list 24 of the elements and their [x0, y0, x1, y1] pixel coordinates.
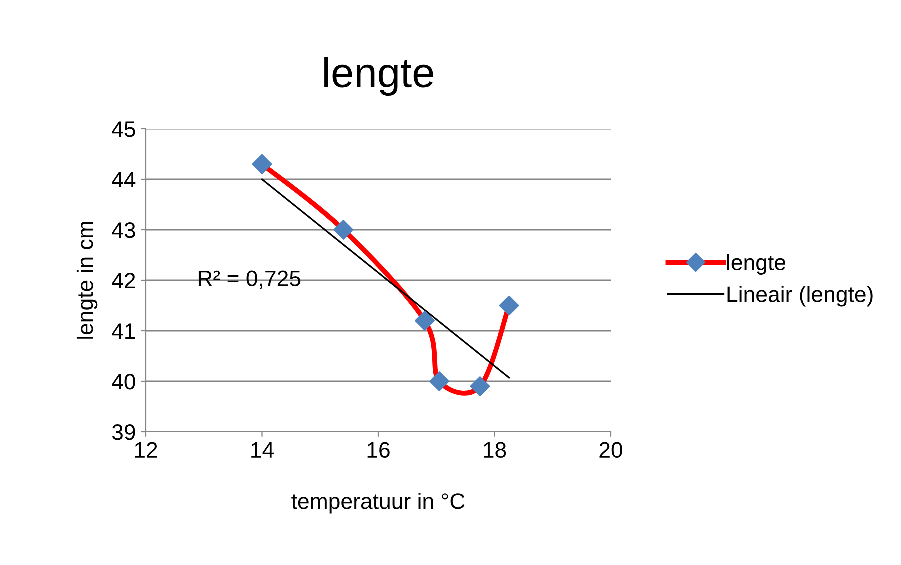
- x-tick-label: 14: [252, 442, 274, 458]
- chart-title: lengte: [324, 57, 434, 96]
- point: [430, 371, 450, 392]
- y-tick-label: 40: [112, 374, 136, 390]
- y-tick-label: 43: [112, 222, 136, 238]
- y-tick-label: 45: [112, 122, 136, 138]
- x-tick-label: 20: [600, 442, 622, 458]
- point: [470, 376, 490, 397]
- x-axis-title: temperatuur in °C: [292, 492, 465, 514]
- point: [499, 296, 520, 316]
- x-tick-label: 12: [135, 442, 158, 458]
- y-axis-title: lengte in cm: [76, 222, 98, 339]
- annotation: R² = 0,725: [198, 270, 301, 290]
- y-tick-label: 39: [112, 424, 136, 440]
- point: [414, 310, 436, 331]
- x-tick-label: 18: [484, 442, 506, 458]
- y-tick-label: 44: [112, 172, 136, 188]
- legend-label: lengte: [727, 254, 786, 275]
- point: [334, 220, 354, 240]
- legend-label: Lineair (lengte): [728, 286, 873, 307]
- point: [252, 154, 272, 174]
- x-tick-label: 16: [368, 442, 390, 458]
- y-tick-label: 42: [112, 273, 136, 289]
- y-tick-label: 41: [112, 324, 136, 340]
